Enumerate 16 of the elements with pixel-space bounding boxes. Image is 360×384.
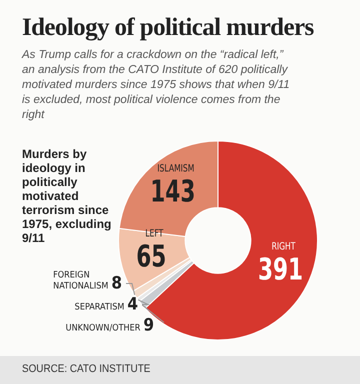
slice-label: FOREIGN NATIONALISM bbox=[53, 270, 108, 292]
slice-label: RIGHT bbox=[272, 241, 296, 253]
source-note: SOURCE: CATO INSTITUTE bbox=[22, 363, 150, 375]
slice-label: UNKNOWN/OTHER bbox=[66, 324, 141, 334]
data-label: 4 bbox=[127, 294, 138, 314]
chart-subtitle: As Trump calls for a crackdown on the “radical left,” an analysis from the CATO Institute of 620 politically motivated murders since 1975 shows that when 9/11 is excluded, most political violence comes from the right bbox=[22, 48, 291, 123]
data-label: 391 bbox=[258, 253, 304, 288]
slice-label: LEFT bbox=[145, 228, 164, 240]
data-label: 143 bbox=[150, 174, 196, 210]
slice-label: SEPARATISM bbox=[74, 302, 124, 312]
chart-title: Ideology of political murders bbox=[22, 14, 314, 42]
slice-label: ISLAMISM bbox=[157, 162, 194, 175]
text: Murders by ideology in politically motivated terrorism since 1975, excluding 9/11 bbox=[22, 147, 112, 245]
data-label: 9 bbox=[143, 316, 154, 336]
data-label: 65 bbox=[136, 240, 166, 274]
data-label: 8 bbox=[111, 274, 122, 294]
